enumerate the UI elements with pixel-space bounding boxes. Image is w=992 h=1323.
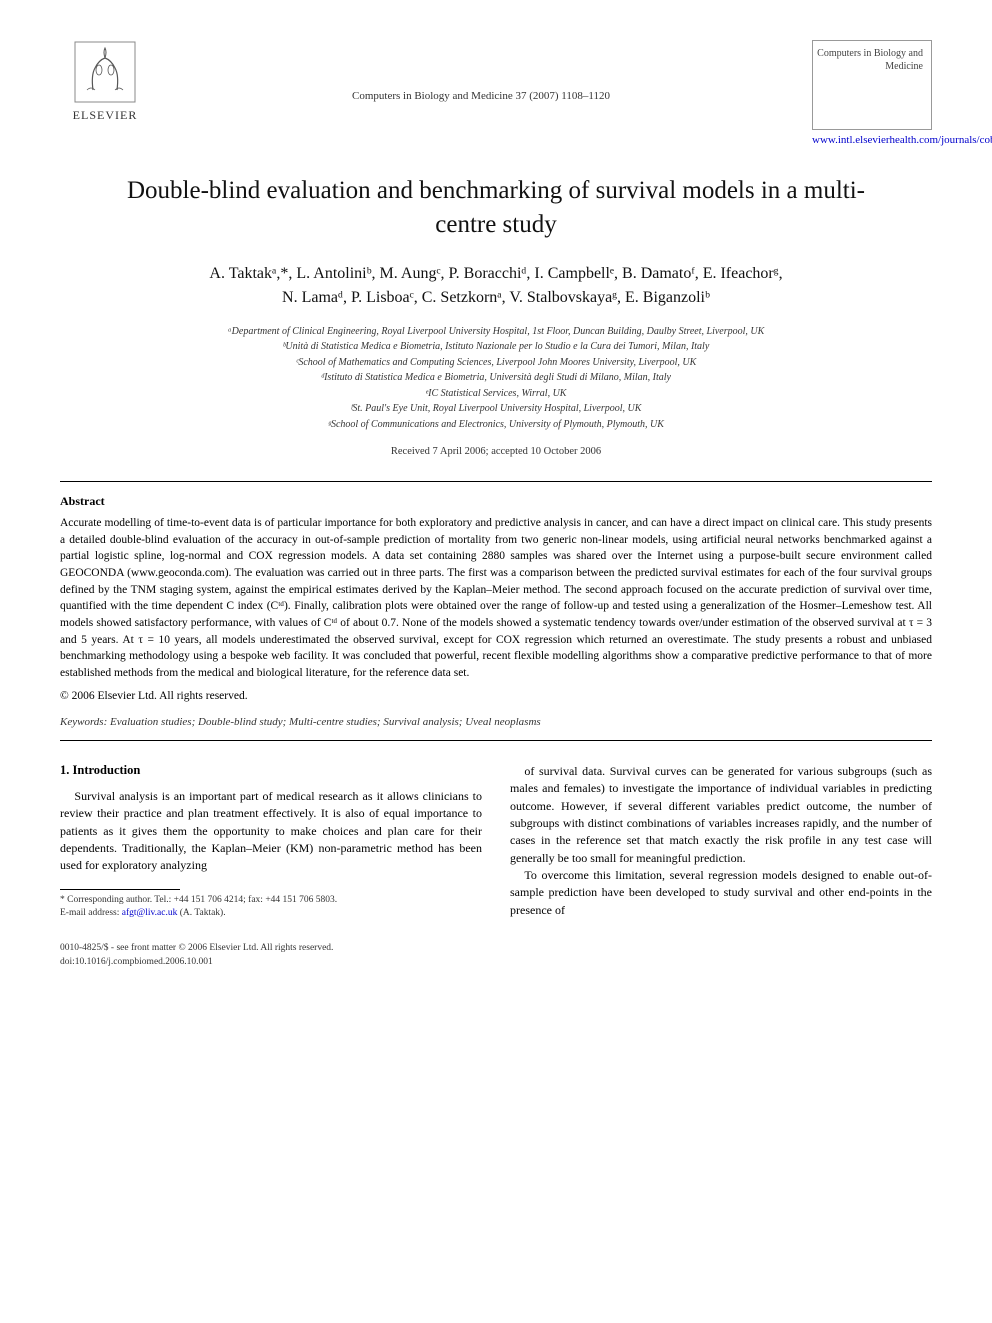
elsevier-logo — [73, 40, 137, 104]
section-1-paragraph-2: of survival data. Survival curves can be… — [510, 763, 932, 867]
abstract-heading: Abstract — [60, 494, 932, 509]
affiliation-c: ᶜSchool of Mathematics and Computing Sci… — [60, 355, 932, 371]
received-dates: Received 7 April 2006; accepted 10 Octob… — [60, 446, 932, 457]
authors-line-1: A. Taktakᵃ,*, L. Antoliniᵇ, M. Aungᶜ, P.… — [209, 265, 782, 282]
footnote-email-line: E-mail address: afgt@liv.ac.uk (A. Takta… — [60, 907, 482, 920]
affiliation-d: ᵈIstituto di Statistica Medica e Biometr… — [60, 370, 932, 386]
journal-reference: Computers in Biology and Medicine 37 (20… — [150, 40, 812, 102]
section-1-paragraph-3: To overcome this limitation, several reg… — [510, 867, 932, 919]
footnote-email-label: E-mail address: — [60, 908, 119, 918]
footer-issn: 0010-4825/$ - see front matter © 2006 El… — [60, 942, 932, 955]
section-1-heading: 1. Introduction — [60, 763, 482, 778]
abstract-copyright: © 2006 Elsevier Ltd. All rights reserved… — [60, 690, 932, 702]
footnote-corresponding: * Corresponding author. Tel.: +44 151 70… — [60, 894, 482, 907]
body-two-column: 1. Introduction Survival analysis is an … — [60, 763, 932, 921]
journal-link[interactable]: www.intl.elsevierhealth.com/journals/cob… — [812, 134, 932, 146]
affiliation-f: ᶠSt. Paul's Eye Unit, Royal Liverpool Un… — [60, 401, 932, 417]
keywords-label: Keywords: — [60, 716, 107, 728]
header-row: ELSEVIER Computers in Biology and Medici… — [60, 40, 932, 146]
journal-cover-box: Computers in Biology and Medicine — [812, 40, 932, 130]
footnote-email-link[interactable]: afgt@liv.ac.uk — [122, 908, 178, 918]
article-title: Double-blind evaluation and benchmarking… — [120, 174, 872, 242]
footer-doi: doi:10.1016/j.compbiomed.2006.10.001 — [60, 956, 932, 969]
divider-bottom — [60, 740, 932, 741]
author-list: A. Taktakᵃ,*, L. Antoliniᵇ, M. Aungᶜ, P.… — [100, 262, 892, 310]
footer-block: 0010-4825/$ - see front matter © 2006 El… — [60, 942, 932, 969]
journal-cover-block: Computers in Biology and Medicine www.in… — [812, 40, 932, 146]
footnote-rule — [60, 889, 180, 890]
divider-top — [60, 481, 932, 482]
section-1-paragraph-1: Survival analysis is an important part o… — [60, 788, 482, 875]
keywords-line: Keywords: Evaluation studies; Double-bli… — [60, 716, 932, 728]
footnote-email-suffix: (A. Taktak). — [177, 908, 225, 918]
abstract-body: Accurate modelling of time-to-event data… — [60, 515, 932, 682]
journal-cover-title: Computers in Biology and Medicine — [817, 47, 927, 73]
publisher-name: ELSEVIER — [73, 108, 138, 123]
affiliation-a: ᵃDepartment of Clinical Engineering, Roy… — [60, 324, 932, 340]
affiliation-b: ᵇUnità di Statistica Medica e Biometria,… — [60, 339, 932, 355]
keywords-text: Evaluation studies; Double-blind study; … — [107, 716, 540, 728]
publisher-block: ELSEVIER — [60, 40, 150, 123]
affiliation-g: ᵍSchool of Communications and Electronic… — [60, 417, 932, 433]
affiliations-block: ᵃDepartment of Clinical Engineering, Roy… — [60, 324, 932, 433]
affiliation-e: ᵉIC Statistical Services, Wirral, UK — [60, 386, 932, 402]
authors-line-2: N. Lamaᵈ, P. Lisboaᶜ, C. Setzkornᵃ, V. S… — [282, 289, 710, 306]
